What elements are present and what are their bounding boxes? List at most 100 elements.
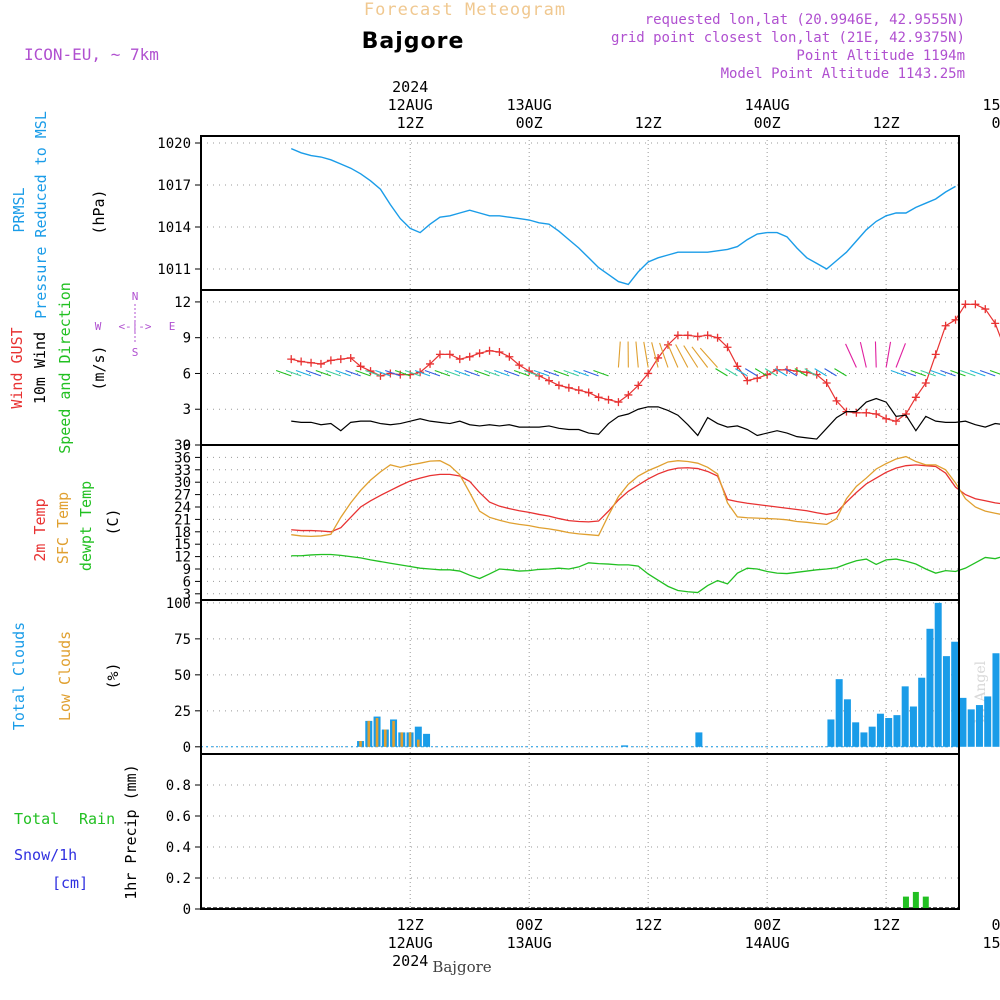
temp-panel-labels: 2m Temp SFC Temp dewpt Temp (C) (31, 481, 122, 571)
wind-direction-arrow (365, 369, 381, 377)
gust-point (307, 358, 316, 367)
bottom-time-label: 12Z (397, 916, 424, 934)
compass-s: S (132, 346, 139, 359)
dewpoint-line (291, 553, 1000, 594)
wind-direction-arrow (774, 368, 788, 377)
low-cloud-bar (383, 729, 387, 747)
top-time-label: 12AUG (388, 96, 433, 114)
wind-direction-arrow (651, 342, 659, 368)
total-cloud-bar (984, 696, 992, 747)
low-cloud-bar (417, 739, 420, 747)
gust-point (614, 398, 623, 407)
rain-bar (902, 896, 909, 909)
wind-direction-arrow (874, 341, 877, 368)
total-cloud-bar (843, 699, 851, 747)
wind-direction-arrow (930, 369, 946, 377)
total-cloud-bar (992, 653, 1000, 747)
total-cloud-bar (621, 745, 629, 747)
pressure-line (290, 147, 956, 286)
wind-direction-arrow (794, 368, 808, 377)
wind-direction-arrow (715, 368, 728, 377)
wind-direction-arrow (533, 369, 550, 377)
compass-arrows: <-|-> (118, 320, 151, 333)
gust-point (574, 386, 583, 395)
wind-direction-arrow (989, 369, 1000, 375)
wind-direction-arrow (635, 341, 639, 368)
wind-direction-arrow (683, 345, 699, 368)
compass-n: N (132, 290, 139, 303)
total-cloud-bar (852, 722, 860, 747)
temp-label-sfc: SFC Temp (54, 492, 72, 564)
wind-direction-arrow (764, 368, 778, 377)
model-name: ICON-EU, ~ 7km (24, 45, 159, 64)
app-title: Forecast Meteogram (364, 0, 566, 20)
wind-direction-arrow (940, 369, 956, 377)
gust-point (673, 331, 682, 340)
temp-ytick-label: 12 (174, 550, 191, 566)
gust-point (356, 362, 365, 371)
clouds-ytick-label: 100 (166, 596, 191, 612)
wind-direction-arrow (424, 369, 441, 377)
plot-panels: 1011101410171020036912369121518212427303… (157, 135, 1000, 918)
wind-direction-arrow (784, 368, 798, 377)
gust-point (713, 333, 722, 342)
wind-direction-arrow (845, 343, 857, 368)
gust-point (882, 414, 891, 423)
precip-ytick-label: 0.2 (166, 871, 191, 887)
wind-direction-arrow (725, 368, 738, 377)
precip-ytick-label: 0.6 (166, 809, 191, 825)
total-cloud-bar (959, 697, 967, 747)
gust-point (564, 383, 573, 392)
gust-point (515, 361, 524, 370)
top-time-label: 15AUG (983, 96, 1000, 114)
top-time-label: 12Z (397, 114, 424, 132)
total-cloud-bar (951, 641, 959, 747)
wind-direction-arrow (667, 343, 679, 368)
gust-point (535, 371, 544, 380)
top-time-label: 00Z (754, 114, 781, 132)
gust-point (584, 388, 593, 397)
gust-point (287, 355, 296, 364)
bottom-time-label: 12Z (635, 916, 662, 934)
total-cloud-bar (827, 719, 835, 747)
total-cloud-bar (934, 602, 942, 747)
compass-e: E (169, 320, 176, 333)
temp-ytick-label: 9 (183, 562, 191, 578)
wind-direction-arrow (345, 369, 361, 377)
low-cloud-bar (375, 718, 379, 747)
bottom-time-label: 00Z (992, 916, 1000, 934)
wind-direction-arrow (563, 369, 579, 377)
total-cloud-bar (926, 628, 934, 747)
temp-ytick-label: 39 (174, 438, 191, 454)
gust-point (862, 408, 871, 417)
wind-ytick-label: 9 (183, 331, 191, 347)
precip-frame (200, 753, 960, 910)
low-cloud-bar (367, 720, 371, 747)
clouds-panel: 0 25 50 75 100 (166, 596, 1000, 756)
bottom-time-label: 14AUG (745, 934, 790, 952)
precip-ytick-label: 0 (183, 902, 191, 918)
temp-ytick-label: 21 (174, 512, 191, 528)
total-cloud-bar (860, 732, 868, 747)
gust-point (723, 343, 732, 352)
top-time-label: 12Z (873, 114, 900, 132)
bottom-time-label: 00Z (516, 916, 543, 934)
wind-label-speed-dir: Speed and Direction (56, 282, 74, 454)
pressure-ytick-label: 1017 (157, 178, 191, 194)
total-cloud-bar (893, 715, 901, 747)
wind-direction-arrow (593, 369, 609, 377)
bottom-time-label: 15AUG (983, 934, 1000, 952)
footer-location: Bajgore (432, 958, 491, 976)
low-cloud-bar (400, 732, 404, 747)
wind-direction-arrow (335, 369, 351, 377)
temp-ytick-label: 36 (174, 450, 191, 466)
low-cloud-bar (359, 741, 362, 747)
total-cloud-bar (835, 679, 843, 747)
cloud-panel-labels: Total Clouds Low Clouds (%) (10, 622, 122, 730)
wind-direction-arrow (504, 369, 520, 377)
wind-direction-arrow (583, 369, 599, 377)
gust-point (921, 379, 930, 387)
gust-point (941, 321, 950, 330)
